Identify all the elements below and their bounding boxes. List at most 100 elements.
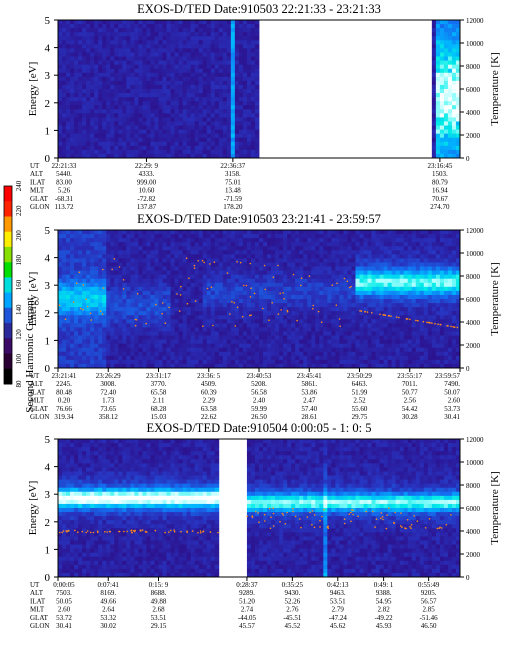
heatmap-cell	[230, 129, 236, 135]
heatmap-cell	[263, 246, 268, 251]
heatmap-cell	[114, 230, 119, 235]
heatmap-cell	[90, 52, 95, 57]
heatmap-cell	[106, 343, 111, 349]
heatmap-cell	[106, 266, 111, 271]
heatmap-cell	[174, 153, 179, 159]
heatmap-cell	[110, 234, 115, 239]
heatmap-cell	[254, 117, 260, 122]
heatmap-cell	[178, 56, 184, 61]
heatmap-cell	[391, 355, 397, 361]
heatmap-cell	[78, 266, 83, 271]
heatmap-cell	[166, 315, 171, 320]
heatmap-cell	[122, 137, 127, 143]
heatmap-cell	[391, 254, 397, 259]
heatmap-cell	[343, 290, 348, 296]
heatmap-cell	[94, 32, 99, 37]
heatmap-cell	[130, 48, 135, 53]
heatmap-cell	[158, 121, 163, 126]
heatmap-cell	[234, 84, 240, 90]
heatmap-cell	[98, 137, 103, 143]
heatmap-cell	[226, 290, 232, 296]
heatmap-cell	[182, 105, 188, 110]
heatmap-cell	[299, 290, 304, 296]
heatmap-cell	[74, 153, 79, 159]
heatmap-cell	[146, 36, 151, 41]
heatmap-cell	[118, 351, 123, 357]
heatmap-cell	[250, 64, 256, 70]
heatmap-cell	[295, 299, 300, 304]
heatmap-cell	[391, 234, 397, 239]
heatmap-cell	[351, 266, 356, 271]
heatmap-cell	[170, 363, 175, 369]
heatmap-cell	[315, 355, 320, 361]
heatmap-cell	[190, 101, 196, 106]
heatmap-cell	[399, 299, 405, 304]
heatmap-cell	[311, 266, 316, 271]
heatmap-cell	[162, 121, 167, 126]
heatmap-cell	[359, 359, 364, 365]
heatmap-cell	[90, 299, 95, 304]
heatmap-cell	[267, 315, 272, 320]
heatmap-cell	[122, 258, 127, 263]
heatmap-cell	[242, 294, 248, 300]
heatmap-cell	[395, 311, 401, 316]
heatmap-cell	[375, 294, 380, 300]
heatmap-cell	[311, 307, 316, 312]
heatmap-cell	[126, 109, 131, 114]
heatmap-cell	[114, 141, 119, 147]
heatmap-cell	[94, 48, 99, 53]
heatmap-cell	[174, 137, 179, 143]
heatmap-cell	[182, 278, 188, 284]
heatmap-cell	[218, 133, 224, 139]
heatmap-cell	[178, 355, 184, 361]
heatmap-cell	[431, 28, 437, 33]
heatmap-cell	[343, 286, 348, 292]
heatmap-cell	[327, 351, 332, 357]
heatmap-cell	[130, 290, 135, 296]
heatmap-cell	[166, 294, 171, 300]
heatmap-cell	[238, 129, 244, 135]
heatmap-cell	[114, 121, 119, 126]
heatmap-cell	[206, 105, 212, 110]
heatmap-cell	[86, 234, 91, 239]
heatmap-cell	[214, 24, 220, 29]
heatmap-cell	[110, 347, 115, 353]
heatmap-cell	[194, 286, 200, 292]
heatmap-cell	[307, 359, 312, 365]
heatmap-cell	[323, 246, 328, 251]
heatmap-cell	[162, 52, 167, 57]
heatmap-cell	[303, 254, 308, 259]
heatmap-cell	[178, 84, 184, 90]
heatmap-cell	[126, 133, 131, 139]
heatmap-cell	[407, 303, 413, 308]
heatmap-cell	[126, 149, 131, 155]
heatmap-cell	[122, 307, 127, 312]
heatmap-cell	[70, 97, 75, 102]
heatmap-cell	[146, 149, 151, 155]
heatmap-cell	[166, 137, 171, 143]
heatmap-cell	[66, 76, 71, 82]
heatmap-cell	[263, 250, 268, 255]
heatmap-cell	[194, 24, 200, 29]
heatmap-cell	[154, 347, 159, 353]
heatmap-cell	[254, 286, 260, 292]
heatmap-cell	[186, 303, 192, 308]
heatmap-cell	[291, 363, 296, 369]
heatmap-cell	[190, 294, 196, 300]
heatmap-cell	[395, 242, 401, 247]
heatmap-cell	[263, 327, 268, 332]
heatmap-cell	[379, 294, 385, 300]
heatmap-cell	[343, 282, 348, 288]
heatmap-cell	[110, 121, 115, 126]
heatmap-cell	[102, 48, 107, 53]
heatmap-cell	[455, 84, 461, 90]
heatmap-cell	[299, 359, 304, 365]
heatmap-cell	[343, 327, 348, 332]
heatmap-cell	[246, 121, 252, 126]
heatmap-cell	[166, 20, 171, 25]
heatmap-cell	[118, 89, 123, 94]
heatmap-cell	[86, 290, 91, 296]
heatmap-cell	[250, 52, 256, 57]
heatmap-cell	[403, 290, 409, 296]
heatmap-cell	[166, 48, 171, 53]
